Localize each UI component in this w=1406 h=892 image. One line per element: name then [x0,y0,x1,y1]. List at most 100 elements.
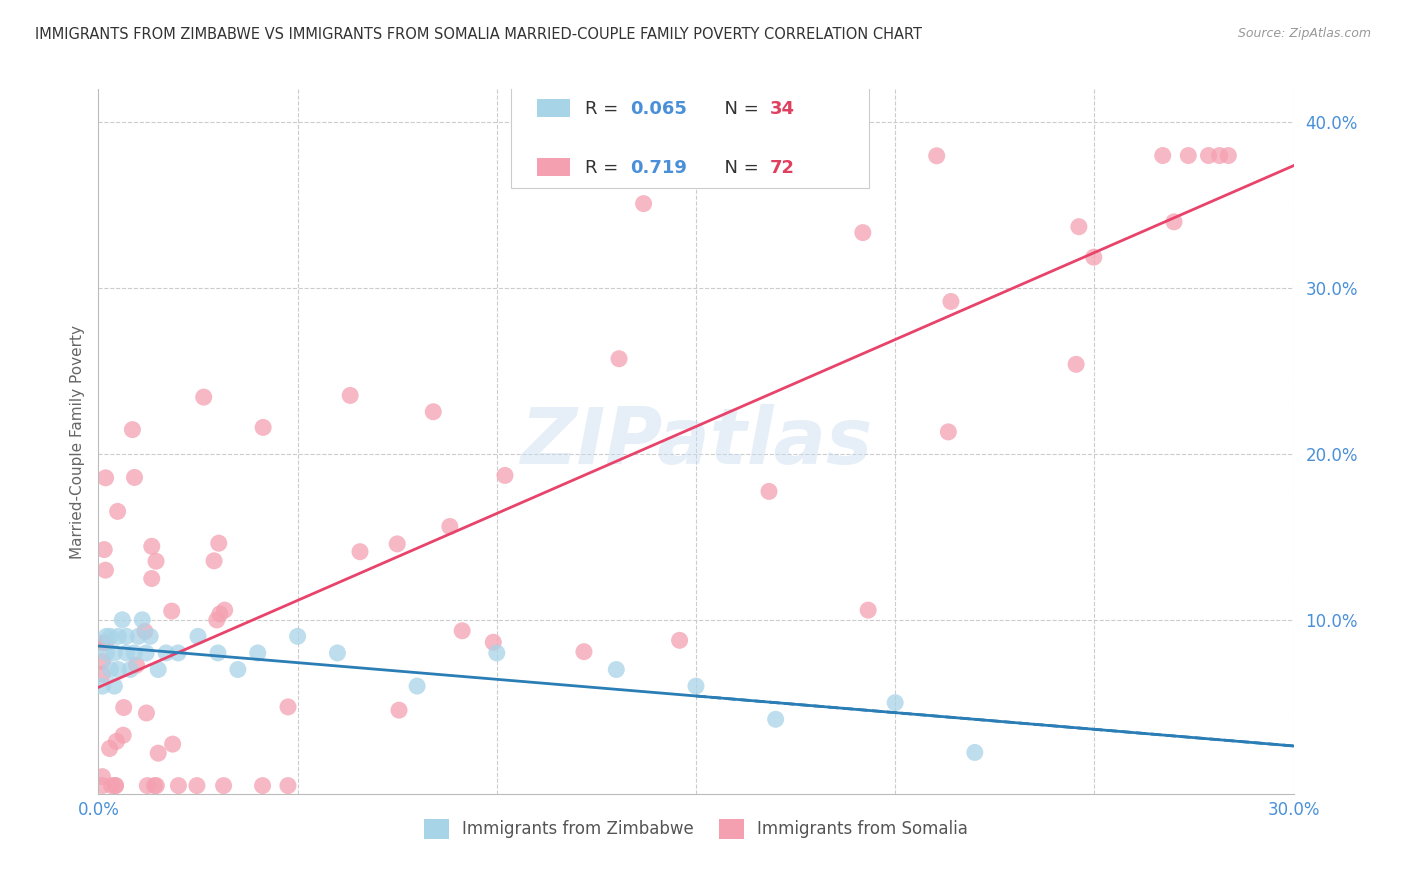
Point [939,294,962,309]
Point [167,779,190,793]
Point [326,646,349,660]
Point [98,629,122,643]
Point [94,563,117,577]
Point [121,423,143,437]
Point [93,542,115,557]
Point [1083,250,1105,264]
Point [134,624,156,639]
Point [1208,148,1230,162]
Legend: Immigrants from Zimbabwe, Immigrants from Somalia: Immigrants from Zimbabwe, Immigrants fro… [413,809,979,849]
Point [388,703,411,717]
Point [212,779,235,793]
Point [339,388,361,402]
Point [103,646,125,660]
Point [202,554,225,568]
Point [668,633,690,648]
Text: Source: ZipAtlas.com: Source: ZipAtlas.com [1237,27,1371,40]
Point [91,770,114,784]
Point [1152,148,1174,162]
Point [127,629,149,643]
Point [758,484,780,499]
Point [1198,148,1220,162]
Text: 72: 72 [770,159,794,178]
Text: 0.065: 0.065 [630,100,688,118]
Point [252,420,274,434]
Point [91,636,114,650]
FancyBboxPatch shape [510,75,869,188]
Point [451,624,474,638]
Point [605,663,627,677]
Point [607,351,630,366]
Point [98,741,121,756]
Point [572,645,595,659]
Point [852,226,875,240]
Point [252,779,274,793]
Point [131,613,153,627]
Point [136,779,159,793]
Point [105,734,128,748]
Text: R =: R = [585,100,624,118]
Point [135,706,157,720]
Point [148,663,170,677]
Text: ZIPatlas: ZIPatlas [520,403,872,480]
Point [143,779,166,793]
Point [884,696,907,710]
Point [91,779,114,793]
Point [104,779,127,793]
Point [167,646,190,660]
Point [1177,148,1199,162]
Point [205,613,228,627]
Point [1218,148,1240,162]
Point [193,390,215,404]
Point [141,539,163,553]
Point [91,679,114,693]
Point [148,746,170,760]
Point [633,196,655,211]
Point [139,629,162,643]
Point [287,629,309,643]
Point [765,712,787,726]
Point [112,700,135,714]
Point [439,519,461,533]
Point [1064,357,1087,371]
Point [277,779,299,793]
Point [207,646,229,660]
Point [111,613,134,627]
Point [246,646,269,660]
FancyBboxPatch shape [537,158,571,176]
Point [96,629,118,643]
Text: N =: N = [713,100,765,118]
Point [98,663,122,677]
Point [1067,219,1090,234]
Point [124,470,146,484]
Point [145,554,167,568]
Point [494,468,516,483]
Point [685,679,707,693]
Point [936,425,959,439]
Point [107,663,129,677]
Point [96,646,118,660]
Point [155,646,177,660]
Point [226,663,249,677]
Point [141,572,163,586]
Point [422,405,444,419]
Point [104,779,127,793]
Point [91,654,114,668]
Point [349,545,371,559]
Point [103,679,125,693]
Point [94,471,117,485]
Point [186,779,208,793]
Point [187,629,209,643]
Text: IMMIGRANTS FROM ZIMBABWE VS IMMIGRANTS FROM SOMALIA MARRIED-COUPLE FAMILY POVERT: IMMIGRANTS FROM ZIMBABWE VS IMMIGRANTS F… [35,27,922,42]
Point [135,646,157,660]
Point [115,629,138,643]
Point [406,679,429,693]
Point [208,536,231,550]
Point [387,537,409,551]
Point [145,779,167,793]
Point [112,728,135,742]
Point [100,779,122,793]
Point [963,746,986,760]
Point [160,604,183,618]
Point [214,603,236,617]
